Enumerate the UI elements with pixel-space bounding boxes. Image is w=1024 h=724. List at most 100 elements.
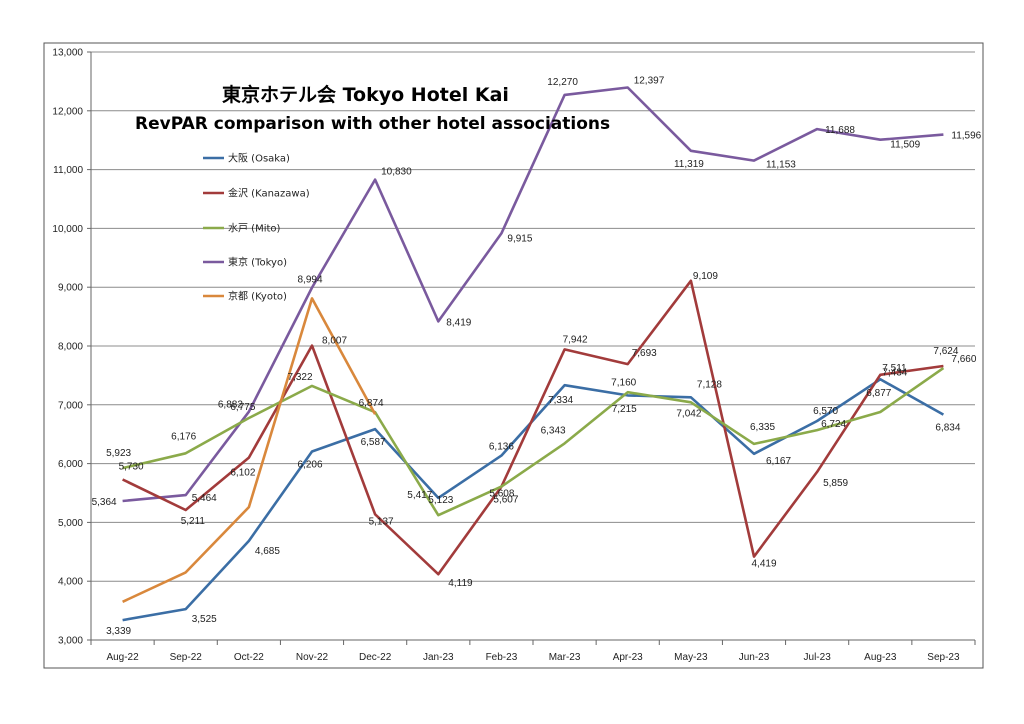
legend-label-kanazawa: 金沢 (Kanazawa) — [228, 187, 310, 200]
legend-label-osaka: 大阪 (Osaka) — [228, 152, 290, 165]
data-label-tokyo: 9,915 — [507, 233, 532, 244]
x-tick-label: May-23 — [674, 652, 708, 663]
data-label-kanazawa: 5,137 — [369, 516, 394, 527]
data-label-mito: 7,215 — [612, 404, 637, 415]
data-label-tokyo: 11,319 — [674, 159, 704, 170]
data-label-osaka: 6,206 — [297, 460, 322, 471]
x-axis: Aug-22 Sep-22 Oct-22 Nov-22 Dec-22 Jan-23 Feb-… — [90, 639, 976, 663]
x-tick-label: Aug-22 — [106, 652, 139, 663]
series-line-mito — [122, 367, 945, 517]
data-label-osaka: 7,160 — [611, 377, 636, 388]
y-tick-label: 3,000 — [58, 636, 83, 647]
data-label-tokyo: 12,397 — [634, 76, 665, 87]
x-tick-label: Aug-23 — [864, 652, 897, 663]
data-label-kanazawa: 8,007 — [322, 336, 347, 347]
gridlines — [91, 51, 975, 582]
x-tick-label: Oct-22 — [234, 652, 264, 663]
data-label-osaka: 6,167 — [766, 456, 791, 467]
y-tick-label: 5,000 — [58, 518, 83, 529]
x-tick-label: Dec-22 — [359, 652, 392, 663]
data-label-tokyo: 11,688 — [825, 125, 855, 136]
data-label-kanazawa: 6,102 — [230, 468, 255, 479]
data-label-kanazawa: 7,660 — [951, 354, 976, 365]
data-label-mito: 6,176 — [171, 431, 196, 442]
data-label-tokyo: 6,882 — [218, 400, 243, 411]
data-labels: 3,339 3,525 4,685 6,206 6,587 5,417 6,136 7,334… — [92, 76, 982, 638]
series-line-kyoto — [122, 297, 377, 603]
data-label-osaka: 5,417 — [407, 490, 432, 501]
data-label-mito: 6,877 — [866, 388, 891, 399]
chart-subtitle: RevPAR comparison with other hotel assoc… — [135, 114, 610, 134]
data-label-kanazawa: 7,942 — [563, 334, 588, 345]
series-line-tokyo — [122, 86, 944, 503]
data-label-tokyo: 8,994 — [297, 275, 322, 286]
data-label-kanazawa: 7,693 — [632, 348, 657, 359]
x-tick-label: Mar-23 — [549, 652, 581, 663]
data-label-mito: 6,343 — [541, 425, 566, 436]
data-label-kanazawa: 5,730 — [119, 462, 144, 473]
chart-title: 東京ホテル会 Tokyo Hotel Kai — [222, 83, 509, 106]
data-label-kanazawa: 7,511 — [882, 363, 907, 374]
chart-border — [43, 42, 984, 669]
y-tick-label: 4,000 — [58, 577, 83, 588]
data-label-osaka: 7,434 — [882, 367, 907, 378]
y-axis: 3,000 4,000 5,000 6,000 7,000 8,000 9,000 10,00… — [52, 48, 92, 647]
data-label-tokyo: 11,153 — [766, 160, 796, 171]
series-lines — [122, 86, 945, 622]
data-label-tokyo: 5,364 — [92, 497, 117, 508]
data-label-osaka: 6,724 — [821, 419, 846, 430]
y-tick-label: 12,000 — [52, 106, 83, 117]
data-label-osaka: 4,685 — [255, 546, 280, 557]
data-label-kanazawa: 9,109 — [693, 271, 718, 282]
data-label-tokyo: 8,419 — [446, 317, 471, 328]
x-tick-label: Jul-23 — [804, 652, 832, 663]
data-label-osaka: 7,334 — [548, 395, 573, 406]
y-tick-label: 7,000 — [58, 400, 83, 411]
data-label-osaka: 3,339 — [106, 626, 131, 637]
data-label-mito: 6,874 — [359, 398, 384, 409]
data-label-tokyo: 11,509 — [890, 140, 920, 151]
data-label-mito: 7,042 — [676, 408, 701, 419]
data-label-kanazawa: 4,419 — [751, 559, 776, 570]
x-tick-label: Sep-23 — [927, 652, 960, 663]
data-label-mito: 6,570 — [813, 406, 838, 417]
data-label-mito: 5,123 — [428, 495, 453, 506]
legend: 大阪 (Osaka) 金沢 (Kanazawa) 水戸 (Mito) 東京 (Toky… — [203, 152, 310, 303]
data-label-osaka: 6,136 — [489, 442, 514, 453]
data-label-tokyo: 10,830 — [381, 167, 412, 178]
series-line-kanazawa — [122, 279, 944, 576]
data-label-osaka: 7,128 — [697, 379, 722, 390]
data-label-mito: 5,608 — [489, 489, 514, 500]
y-tick-label: 6,000 — [58, 459, 83, 470]
data-label-kanazawa: 4,119 — [448, 578, 473, 589]
y-tick-label: 13,000 — [52, 48, 83, 59]
x-tick-label: Sep-22 — [170, 652, 203, 663]
x-tick-label: Feb-23 — [486, 652, 518, 663]
data-label-tokyo: 11,596 — [951, 131, 981, 142]
data-label-mito: 7,322 — [287, 372, 312, 383]
legend-label-kyoto: 京都 (Kyoto) — [228, 290, 287, 303]
x-tick-label: Apr-23 — [613, 652, 643, 663]
data-label-kanazawa: 5,859 — [823, 478, 848, 489]
legend-label-mito: 水戸 (Mito) — [228, 223, 281, 235]
data-label-osaka: 6,587 — [361, 437, 386, 448]
y-tick-label: 9,000 — [58, 283, 83, 294]
y-tick-label: 8,000 — [58, 342, 83, 353]
x-tick-label: Nov-22 — [296, 652, 329, 663]
y-tick-label: 10,000 — [52, 224, 83, 235]
data-label-tokyo: 5,464 — [192, 493, 217, 504]
data-label-osaka: 6,834 — [935, 423, 960, 434]
data-label-mito: 6,775 — [230, 402, 255, 413]
x-tick-label: Jun-23 — [739, 652, 770, 663]
data-label-mito: 7,624 — [933, 346, 958, 357]
legend-label-tokyo: 東京 (Tokyo) — [228, 256, 287, 269]
data-label-mito: 6,335 — [750, 422, 775, 433]
data-label-tokyo: 12,270 — [547, 77, 578, 88]
data-label-kanazawa: 5,211 — [181, 516, 206, 527]
data-label-mito: 5,923 — [106, 448, 131, 459]
x-tick-label: Jan-23 — [423, 652, 454, 663]
data-label-kanazawa: 5,607 — [493, 495, 518, 506]
data-label-osaka: 3,525 — [192, 614, 217, 625]
y-tick-label: 11,000 — [53, 165, 83, 176]
